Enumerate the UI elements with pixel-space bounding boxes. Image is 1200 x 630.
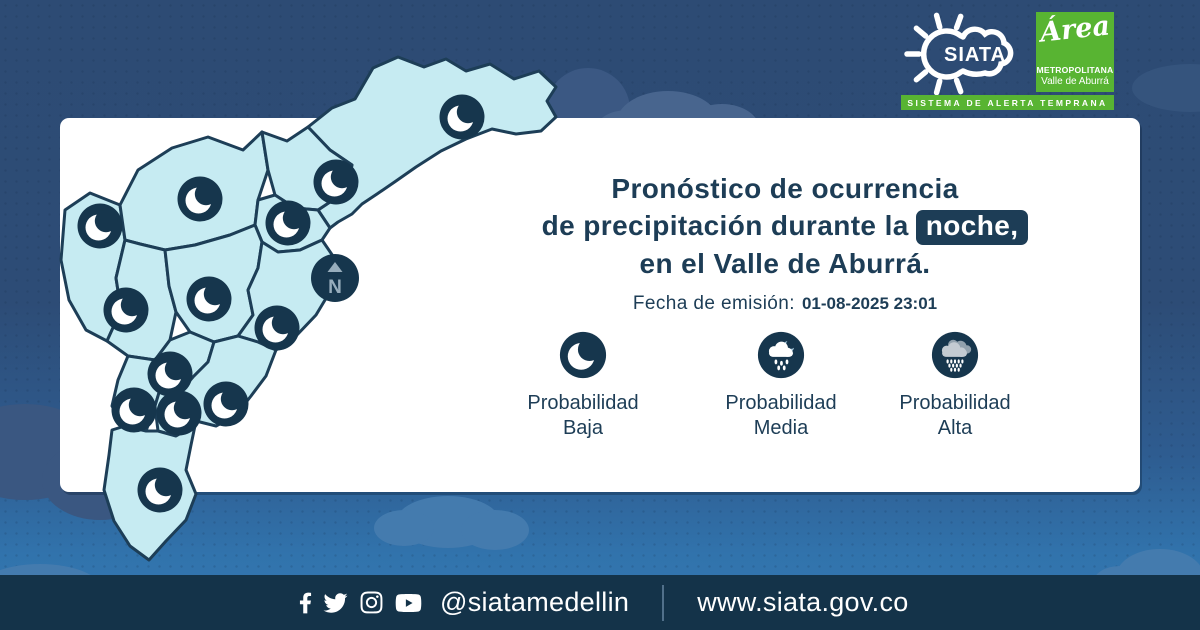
legend-label-media: Probabilidad Media [725,391,836,441]
youtube-icon[interactable] [393,591,424,615]
title-line-2-text: de precipitación durante la [541,210,909,241]
aburra-map: N [59,55,558,562]
moon-marker-icon [313,159,359,205]
highlight-noche: noche, [915,210,1029,245]
moon-marker-icon [203,381,249,427]
sun-cloud-icon [904,12,1014,96]
moon-marker-icon [254,305,300,351]
heavy-rain-cloud-icon [931,331,979,379]
moon-icon [559,331,607,379]
title-line-2: de precipitación durante la noche, [445,207,1125,245]
moon-marker-icon [156,390,202,436]
title-line-1: Pronóstico de ocurrencia [611,173,959,204]
siata-logo-text: SIATA [944,44,1006,66]
moon-marker-icon [147,351,193,397]
title-line-3: en el Valle de Aburrá. [639,248,931,279]
north-indicator: N [311,254,359,302]
legend-item-alta: Probabilidad Alta [870,331,1040,441]
moon-marker-icon [265,200,311,246]
footer-bar: @siatamedellin www.siata.gov.co [0,575,1200,630]
area-logo-line1: METROPOLITANA [1036,65,1114,75]
website-link[interactable]: www.siata.gov.co [697,587,909,617]
legend-media-line1: Probabilidad [725,392,837,414]
legend-baja-line1: Probabilidad [527,392,639,414]
legend-alta-line1: Probabilidad [899,392,1011,414]
siata-logo: SIATA [904,12,1014,96]
emission-row: Fecha de emisión: 01-08-2025 23:01 [445,293,1125,315]
legend-alta-line2: Alta [937,417,973,439]
instagram-icon[interactable] [359,590,384,615]
footer-divider [662,584,665,621]
moon-marker-icon [77,203,123,249]
moon-marker-icon [439,94,485,140]
twitter-icon[interactable] [321,591,350,615]
legend-label-alta: Probabilidad Alta [899,391,1010,441]
moon-marker-icon [103,287,149,333]
title-block: Pronóstico de ocurrencia de precipitació… [445,170,1125,315]
siata-tagline-bar: SISTEMA DE ALERTA TEMPRANA [901,95,1114,110]
legend-baja-line2: Baja [562,417,603,439]
area-logo-script: Área [1038,10,1112,49]
north-label: N [328,277,342,298]
area-metropolitana-logo: Área METROPOLITANA Valle de Aburrá [1036,10,1114,92]
facebook-icon[interactable] [299,591,312,615]
social-handle[interactable]: @siatamedellin [440,587,630,617]
rain-cloud-moon-icon [757,331,805,379]
social-icons [299,590,424,615]
moon-marker-icon [186,276,232,322]
legend-label-baja: Probabilidad Baja [527,391,638,441]
area-logo-line2: Valle de Aburrá [1041,76,1109,87]
moon-marker-icon [111,387,157,433]
moon-marker-icon [137,467,183,513]
legend-item-baja: Probabilidad Baja [498,331,668,441]
emission-label: Fecha de emisión: [632,293,795,314]
emission-value: 01-08-2025 23:01 [801,294,938,313]
moon-marker-icon [177,176,223,222]
legend-media-line2: Media [753,417,809,439]
legend-item-media: Probabilidad Media [696,331,866,441]
